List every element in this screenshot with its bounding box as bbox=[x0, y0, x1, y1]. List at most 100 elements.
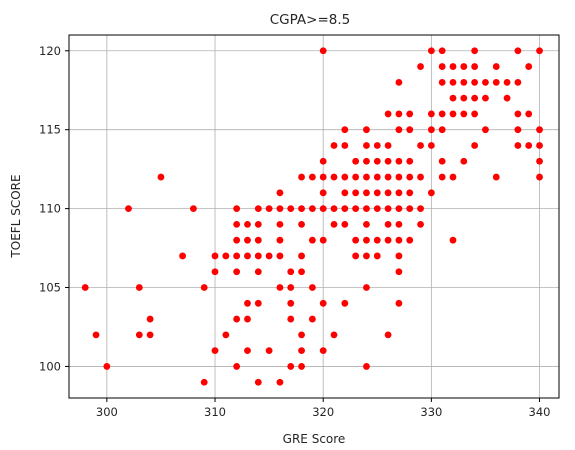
data-point bbox=[341, 299, 349, 307]
data-point bbox=[395, 236, 403, 244]
data-point bbox=[276, 220, 284, 228]
data-point bbox=[298, 268, 305, 276]
data-point bbox=[536, 47, 543, 55]
data-point bbox=[211, 347, 219, 355]
data-point bbox=[525, 110, 533, 118]
data-point bbox=[287, 268, 295, 276]
data-point bbox=[384, 205, 392, 213]
y-tick-label: 110 bbox=[39, 202, 61, 216]
data-point bbox=[244, 347, 251, 355]
data-point bbox=[298, 252, 305, 260]
data-point bbox=[222, 252, 230, 260]
data-point bbox=[254, 205, 262, 213]
data-point bbox=[373, 252, 381, 260]
data-point bbox=[244, 252, 251, 260]
data-point bbox=[384, 110, 392, 118]
data-point bbox=[352, 252, 360, 260]
data-point bbox=[319, 157, 327, 165]
data-point bbox=[514, 126, 522, 134]
data-point bbox=[298, 363, 305, 370]
data-point bbox=[471, 47, 479, 55]
data-point bbox=[363, 284, 370, 291]
data-point bbox=[384, 173, 392, 181]
data-point bbox=[395, 110, 403, 118]
data-point bbox=[492, 173, 500, 181]
data-point bbox=[341, 126, 349, 134]
data-point bbox=[363, 363, 370, 370]
data-point bbox=[395, 252, 403, 260]
data-point bbox=[373, 236, 381, 244]
data-point bbox=[395, 173, 403, 181]
data-point bbox=[308, 315, 316, 323]
data-point bbox=[536, 173, 543, 181]
data-point bbox=[471, 78, 479, 86]
data-point bbox=[254, 378, 262, 386]
data-point bbox=[341, 220, 349, 228]
data-point bbox=[233, 268, 241, 276]
data-point bbox=[536, 157, 543, 165]
plot-area-frame bbox=[68, 34, 560, 399]
data-point bbox=[427, 189, 435, 197]
data-point bbox=[298, 205, 305, 213]
data-point bbox=[449, 173, 457, 181]
data-point bbox=[233, 220, 241, 228]
data-point bbox=[373, 142, 381, 149]
data-point bbox=[330, 205, 338, 213]
data-point bbox=[135, 331, 143, 339]
data-point bbox=[417, 220, 424, 228]
data-point bbox=[525, 142, 533, 149]
data-point bbox=[233, 315, 241, 323]
data-point bbox=[482, 78, 489, 86]
data-point bbox=[514, 78, 522, 86]
data-point bbox=[179, 252, 186, 260]
data-point bbox=[287, 205, 295, 213]
data-point bbox=[265, 205, 273, 213]
data-point bbox=[536, 142, 543, 149]
data-point bbox=[503, 94, 511, 102]
data-point bbox=[438, 173, 446, 181]
data-point bbox=[363, 205, 370, 213]
data-point bbox=[319, 47, 327, 55]
data-point bbox=[319, 299, 327, 307]
data-point bbox=[244, 315, 251, 323]
data-point bbox=[135, 284, 143, 291]
x-tick-label: 300 bbox=[96, 405, 118, 419]
data-point bbox=[406, 126, 414, 134]
data-point bbox=[373, 173, 381, 181]
data-point bbox=[438, 47, 446, 55]
data-point bbox=[287, 299, 295, 307]
data-point bbox=[427, 126, 435, 134]
data-point bbox=[125, 205, 132, 213]
data-point bbox=[438, 78, 446, 86]
data-point bbox=[222, 331, 230, 339]
data-point bbox=[460, 110, 468, 118]
data-point bbox=[254, 268, 262, 276]
data-point bbox=[276, 284, 284, 291]
data-point bbox=[254, 220, 262, 228]
data-point bbox=[363, 157, 370, 165]
data-point bbox=[417, 173, 424, 181]
data-point bbox=[373, 205, 381, 213]
data-point bbox=[449, 110, 457, 118]
data-point bbox=[265, 252, 273, 260]
data-point bbox=[492, 63, 500, 70]
data-point bbox=[363, 236, 370, 244]
data-point bbox=[363, 173, 370, 181]
data-point bbox=[276, 252, 284, 260]
data-point bbox=[319, 173, 327, 181]
data-point bbox=[460, 63, 468, 70]
data-point bbox=[363, 126, 370, 134]
data-point bbox=[341, 205, 349, 213]
data-point bbox=[406, 189, 414, 197]
data-point bbox=[384, 189, 392, 197]
data-point bbox=[427, 110, 435, 118]
data-point bbox=[449, 78, 457, 86]
data-point bbox=[319, 236, 327, 244]
data-point bbox=[330, 173, 338, 181]
data-point bbox=[514, 142, 522, 149]
data-point bbox=[352, 236, 360, 244]
data-point bbox=[319, 205, 327, 213]
data-point bbox=[352, 157, 360, 165]
data-point bbox=[427, 142, 435, 149]
